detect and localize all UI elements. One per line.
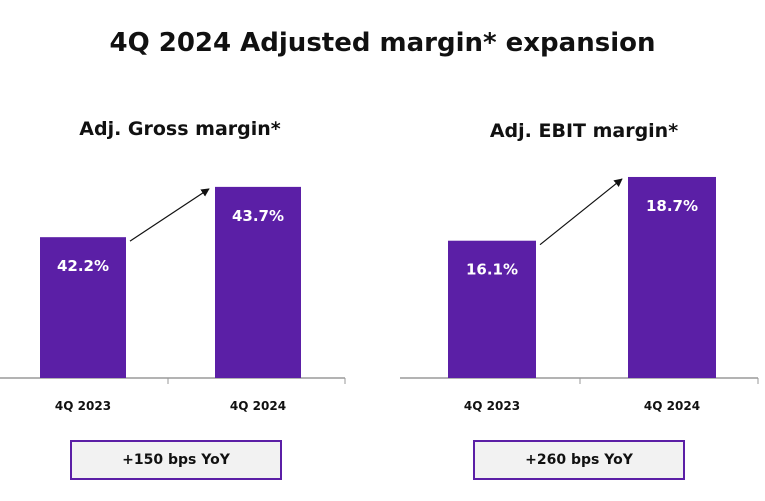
gross-margin-data-label-1: 43.7% — [232, 207, 284, 225]
gross-margin-category-label-0: 4Q 2023 — [55, 399, 111, 413]
ebit-margin-yoy-box: +260 bps YoY — [473, 440, 685, 480]
gross-margin-growth-arrow — [129, 188, 210, 242]
ebit-margin-data-label-0: 16.1% — [466, 261, 518, 279]
gross-margin-data-label-0: 42.2% — [57, 257, 109, 275]
ebit-margin-growth-arrow — [539, 178, 623, 246]
ebit-margin-data-label-1: 18.7% — [646, 197, 698, 215]
ebit-margin-bar-0 — [448, 240, 536, 378]
ebit-margin-category-label-0: 4Q 2023 — [464, 399, 520, 413]
ebit-margin-category-label-1: 4Q 2024 — [644, 399, 700, 413]
ebit-margin-chart: 16.1% 4Q 2023 18.7% 4Q 2024 — [400, 176, 759, 413]
gross-margin-yoy-box: +150 bps YoY — [70, 440, 282, 480]
gross-margin-bar-0 — [40, 237, 126, 378]
gross-margin-bar-1 — [215, 186, 301, 378]
gross-margin-category-label-1: 4Q 2024 — [230, 399, 286, 413]
ebit-margin-chart-title: Adj. EBIT margin* — [489, 120, 679, 142]
gross-margin-chart-title: Adj. Gross margin* — [79, 118, 281, 140]
ebit-margin-bar-1 — [628, 176, 716, 378]
page-title: 4Q 2024 Adjusted margin* expansion — [109, 28, 656, 58]
gross-margin-chart: 42.2% 4Q 2023 43.7% 4Q 2024 — [0, 186, 346, 413]
